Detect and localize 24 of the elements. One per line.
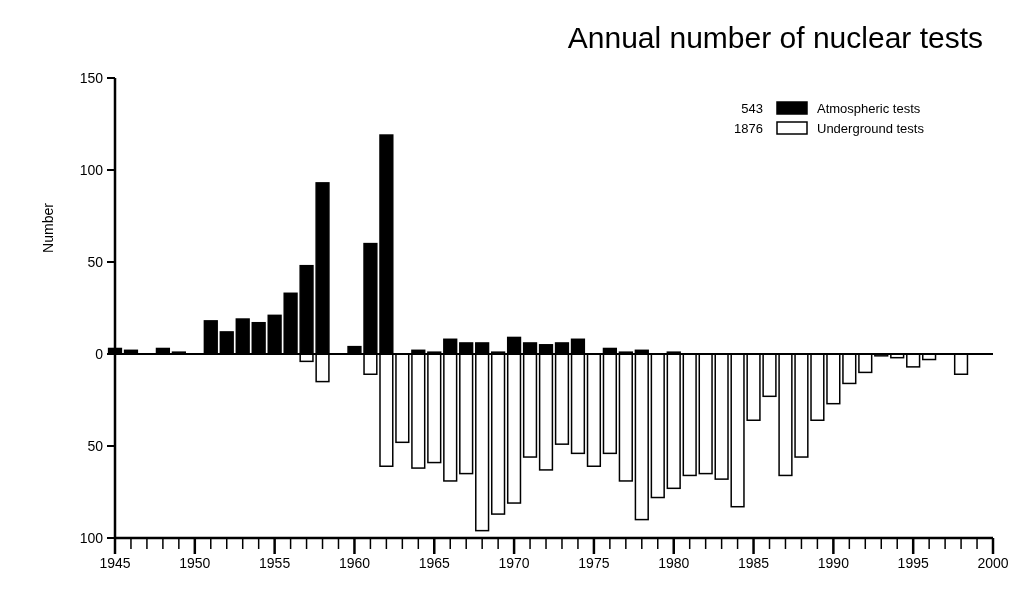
x-tick-label: 1950 — [179, 555, 211, 571]
x-tick-label: 1960 — [338, 555, 371, 571]
y-tick-label: 100 — [79, 529, 104, 546]
y-tick-label: 100 — [79, 161, 104, 178]
legend-label: Underground tests — [817, 120, 925, 136]
x-tick-label: 1990 — [817, 555, 850, 571]
x-tick-label: 1945 — [99, 555, 131, 571]
x-tick-label: 2000 — [977, 555, 1009, 571]
x-tick-label: 1985 — [737, 555, 770, 571]
x-tick-label: 1965 — [418, 555, 451, 571]
y-axis-title: Number — [40, 202, 56, 253]
chart-title: Annual number of nuclear tests — [567, 21, 983, 54]
y-tick-label: 0 — [95, 345, 104, 362]
annotation: 543 — [741, 100, 763, 116]
x-tick-label: 1995 — [897, 555, 929, 571]
y-tick-label: 150 — [79, 69, 104, 86]
y-tick-label: 50 — [87, 253, 104, 270]
y-tick-label: 50 — [87, 437, 104, 454]
x-tick-label: 1975 — [578, 555, 610, 571]
annotation: 1876 — [734, 120, 763, 136]
x-tick-label: 1955 — [259, 555, 291, 571]
x-tick-label: 1970 — [498, 555, 530, 571]
x-tick-label: 1980 — [658, 555, 690, 571]
legend-label: Atmospheric tests — [817, 100, 921, 116]
